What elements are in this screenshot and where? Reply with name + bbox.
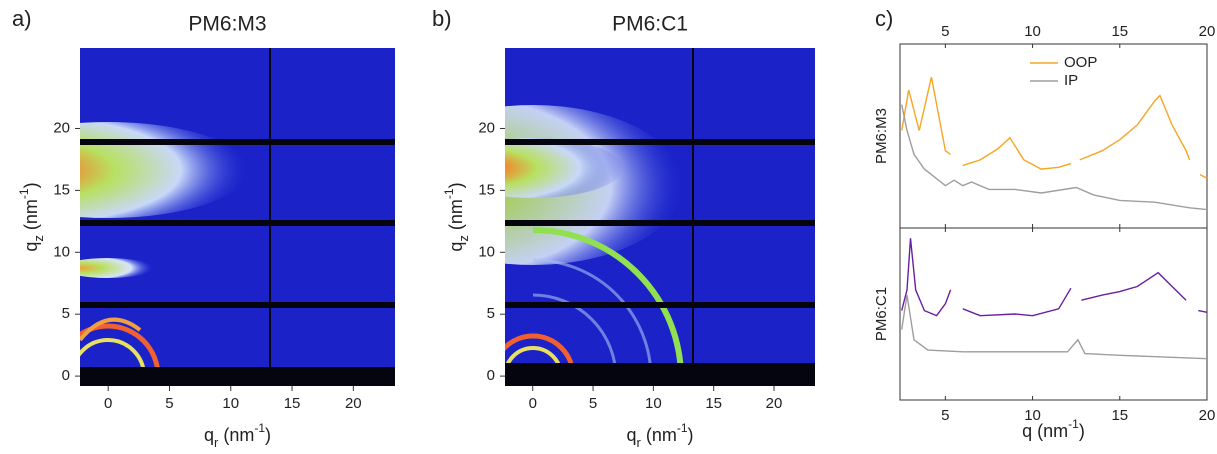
axis-label-part: ) [1079, 421, 1085, 441]
x-tick-label: 10 [1024, 23, 1041, 40]
y-tick-label: 5 [62, 305, 70, 322]
axis-label-part: q [626, 425, 636, 445]
scattering-image [505, 48, 815, 386]
x-tick-label: 15 [284, 395, 301, 412]
data-line [901, 238, 1208, 317]
chart-title: PM6:C1 [612, 13, 688, 36]
axis-label-part: q [446, 242, 466, 252]
x-tick-label: 5 [941, 407, 949, 424]
axis-label-part: ) [688, 425, 694, 445]
axis-label-part: q [21, 242, 41, 252]
y-tick-label: 0 [62, 367, 70, 384]
y-tick-label: 5 [487, 305, 495, 322]
axis-label-part: q [1022, 421, 1032, 441]
axis-label-part: (nm [641, 425, 677, 445]
x-tick-label: 20 [345, 395, 362, 412]
axis-label-part: -1 [677, 421, 688, 435]
axis-label-part: ) [446, 182, 466, 188]
data-line [901, 104, 1208, 211]
y-tick-label: 20 [478, 119, 495, 136]
y-tick-label: 20 [53, 119, 70, 136]
x-tick-label: 10 [645, 395, 662, 412]
chart-title: PM6:M3 [188, 13, 266, 36]
legend-label: OOP [1064, 54, 1097, 71]
y-tick-label: 0 [487, 367, 495, 384]
axis-label-part: -1 [442, 188, 456, 199]
y-tick-label: 15 [478, 181, 495, 198]
x-tick-label: 20 [1199, 407, 1216, 424]
x-tick-label: 5 [589, 395, 597, 412]
plot-frame [899, 43, 1208, 229]
y-tick-label: 15 [53, 181, 70, 198]
subplot-label: PM6:C1 [873, 287, 890, 341]
x-tick-label: 5 [165, 395, 173, 412]
axis-label-part: -1 [17, 188, 31, 199]
axis-label-part: r [214, 435, 219, 449]
subplot-label: PM6:M3 [873, 108, 890, 164]
x-tick-label: 10 [1024, 407, 1041, 424]
x-tick-label: 15 [705, 395, 722, 412]
axis-label: qz (nm-1) [442, 182, 471, 251]
data-line [901, 76, 1208, 179]
axis-label-part: (nm [218, 425, 254, 445]
x-tick-label: 15 [1111, 407, 1128, 424]
axis-label-part: -1 [1068, 417, 1079, 431]
x-tick-label: 5 [941, 23, 949, 40]
axis-label-part: ) [21, 182, 41, 188]
plot-frame [899, 227, 1208, 401]
axis-label-part: q [204, 425, 214, 445]
axis-label-part: (nm [1032, 421, 1068, 441]
axis-label-part: z [456, 235, 471, 242]
axis-label-part: r [637, 435, 642, 449]
axis-label: q (nm-1) [1022, 417, 1085, 441]
x-tick-label: 15 [1111, 23, 1128, 40]
panel-label: a) [12, 6, 32, 31]
axis-label: qr (nm-1) [204, 421, 271, 449]
x-tick-label: 20 [1199, 23, 1216, 40]
x-tick-label: 0 [529, 395, 537, 412]
axis-label: qz (nm-1) [17, 182, 46, 251]
scattering-image [80, 48, 395, 386]
axis-label: qr (nm-1) [626, 421, 693, 449]
y-tick-label: 10 [53, 243, 70, 260]
legend-label: IP [1064, 72, 1078, 89]
panel-label: b) [432, 6, 452, 31]
axis-label-part: -1 [254, 421, 265, 435]
axis-label-part: (nm [446, 199, 466, 235]
axis-label-part: ) [265, 425, 271, 445]
panel-label: c) [875, 6, 893, 31]
axis-label-part: (nm [21, 199, 41, 235]
x-tick-label: 0 [104, 395, 112, 412]
x-tick-label: 10 [222, 395, 239, 412]
data-line [901, 294, 1208, 360]
axis-label-part: z [31, 235, 46, 242]
x-tick-label: 20 [766, 395, 783, 412]
y-tick-label: 10 [478, 243, 495, 260]
